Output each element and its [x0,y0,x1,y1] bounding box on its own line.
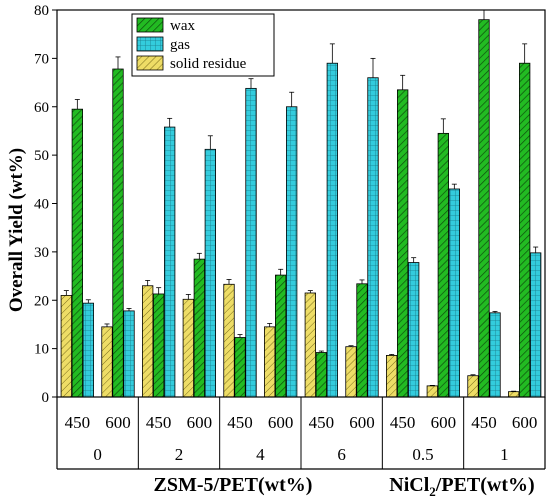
legend: wax gas solid residue [131,13,275,77]
wax-bar [153,293,165,398]
x-axis-label-zsm5: ZSM-5/PET(wt%) [154,474,313,496]
solid-residue-bar [60,295,72,398]
gas-bar [82,302,94,398]
y-axis-label: Overall Yield (wt%) [6,148,27,312]
gas-bar [489,312,501,398]
x-group-label: 0 [93,445,102,464]
y-axis: 0 10 20 30 40 50 60 70 80 [34,3,57,406]
x-tick-label: 450 [65,413,91,432]
solid-residue-bar [182,298,194,398]
legend-swatch [136,17,164,33]
x-tick-label: 450 [227,413,253,432]
legend-label: gas [170,37,190,53]
x-tick-label: 450 [146,413,172,432]
wax-bar [397,89,409,398]
wax-bar [112,68,124,398]
x-group-label: 4 [256,445,265,464]
wax-bar [193,258,205,398]
gas-bar [164,126,176,398]
solid-residue-bar [304,292,316,398]
gas-bar [286,106,298,398]
y-tick-label: 50 [34,148,49,164]
x-tick-label: 600 [512,413,538,432]
y-tick-label: 70 [34,51,49,67]
wax-bar [437,132,449,398]
x-tick-label: 600 [431,413,457,432]
gas-bar [448,188,460,398]
solid-residue-bar [467,375,479,398]
x-group-label: 6 [337,445,346,464]
x-tick-label: 600 [268,413,294,432]
wax-bar [234,337,246,398]
x-tick-label: 450 [471,413,497,432]
error-bars [63,9,539,392]
x-group-label: 2 [175,445,184,464]
x-tick-label: 600 [187,413,213,432]
gas-bar [326,62,338,398]
plot-frame [56,9,546,398]
solid-residue-bar [386,354,398,398]
x-tick-label: 600 [105,413,131,432]
x-axis-label-nicl2: NiCl2/PET(wt%) [389,474,534,499]
solid-residue-bar [223,283,235,398]
x-tick-label: 450 [309,413,335,432]
y-tick-label: 30 [34,245,49,261]
wax-bar [356,283,368,398]
legend-label: wax [170,18,195,34]
x-group-label: 0.5 [412,445,433,464]
gas-bar [123,310,135,398]
gas-bar [245,87,257,398]
wax-bar [478,19,490,398]
x-group-label: 1 [500,445,509,464]
gas-bar [204,148,216,398]
x-tick-label: 600 [349,413,375,432]
legend-swatch [136,55,164,71]
solid-residue-bar [426,385,438,398]
wax-bar [519,62,531,398]
y-tick-label: 60 [34,100,49,116]
legend-label: solid residue [170,56,247,72]
x-tick-label: 450 [390,413,416,432]
y-tick-label: 20 [34,293,49,309]
y-tick-label: 0 [42,390,50,406]
wax-bar [315,352,327,398]
solid-residue-bar [264,326,276,398]
y-tick-label: 80 [34,3,49,19]
legend-swatch [136,36,164,52]
gas-bar [408,262,420,398]
solid-residue-bar [345,346,357,398]
wax-bar [275,274,287,398]
solid-residue-bar [508,391,520,398]
bars [60,19,542,398]
solid-residue-bar [142,285,154,398]
solid-residue-bar [101,326,113,398]
wax-bar [71,108,83,398]
gas-bar [530,252,542,398]
y-tick-label: 10 [34,342,49,358]
y-tick-label: 40 [34,197,49,213]
gas-bar [367,77,379,398]
